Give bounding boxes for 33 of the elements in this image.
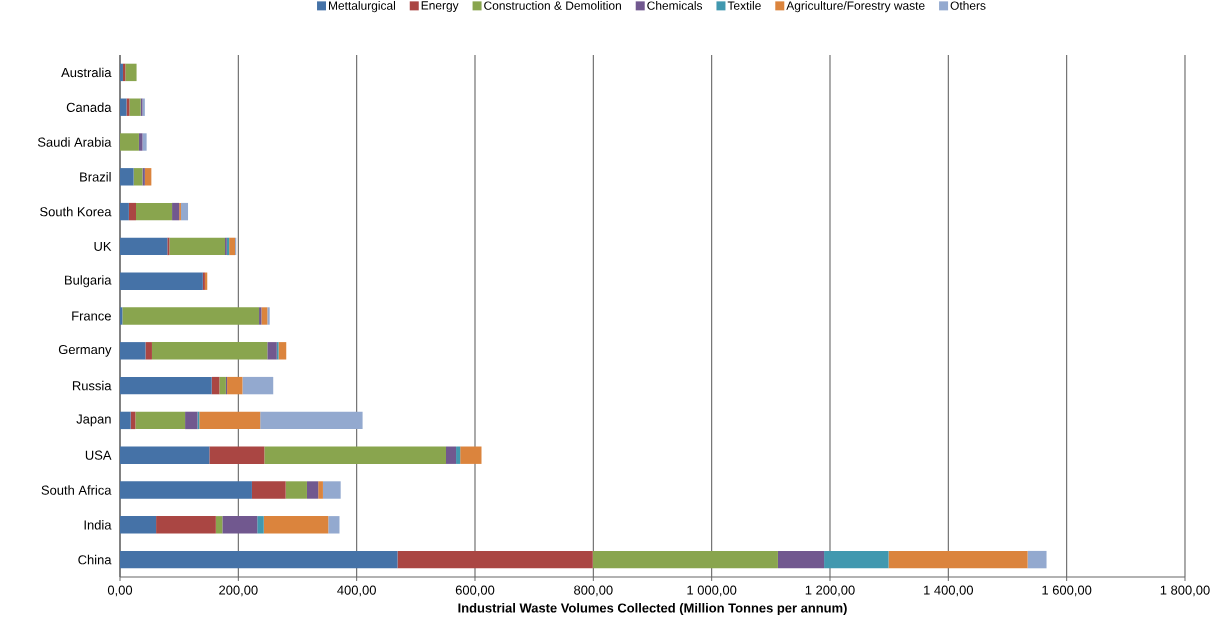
x-tick-label: 400,00	[337, 585, 376, 597]
y-tick-label: Bulgaria	[65, 275, 112, 288]
y-tick-label: Australia	[61, 67, 112, 78]
x-tick-label: 1 600,00	[1042, 585, 1092, 597]
legend-label: Agriculture/Forestry waste	[786, 1, 925, 13]
legend-label: Chemicals	[647, 1, 703, 10]
legend-label: Energy	[421, 1, 459, 12]
legend-label: Textile	[727, 1, 761, 10]
x-axis-title: Industrial Waste Volumes Collected (Million Tonnes per annum)	[458, 603, 847, 616]
y-tick-label: India	[84, 520, 112, 530]
legend-label: Construction & Demolition	[484, 1, 621, 10]
y-tick-label: Brazil	[80, 172, 111, 182]
y-tick-label: China	[78, 554, 112, 565]
x-tick-label: 1 800,00	[1160, 585, 1210, 597]
y-tick-label: South Africa	[41, 485, 112, 495]
x-tick-label: 200,00	[219, 585, 258, 597]
legend-label: Mettalurgical	[329, 1, 395, 13]
x-tick-label: 800,00	[574, 585, 613, 597]
y-tick-label: South Korea	[40, 206, 112, 217]
y-tick-label: UK	[94, 241, 112, 251]
y-tick-label: USA	[85, 450, 112, 460]
x-tick-label: 600,00	[455, 585, 495, 597]
y-tick-label: France	[72, 311, 111, 321]
y-tick-label: Japan	[76, 414, 111, 427]
y-tick-label: Saudi Arabia	[37, 137, 112, 147]
x-tick-label: 1 000,00	[687, 585, 737, 597]
y-tick-label: Canada	[66, 102, 112, 112]
x-tick-label: 1 400,00	[924, 585, 974, 597]
x-tick-label: 1 200,00	[805, 585, 855, 597]
legend-label: Others	[950, 1, 986, 10]
x-tick-label: 0,00	[107, 585, 133, 597]
y-tick-label: Russia	[72, 380, 112, 391]
y-tick-label: Germany	[58, 344, 112, 357]
